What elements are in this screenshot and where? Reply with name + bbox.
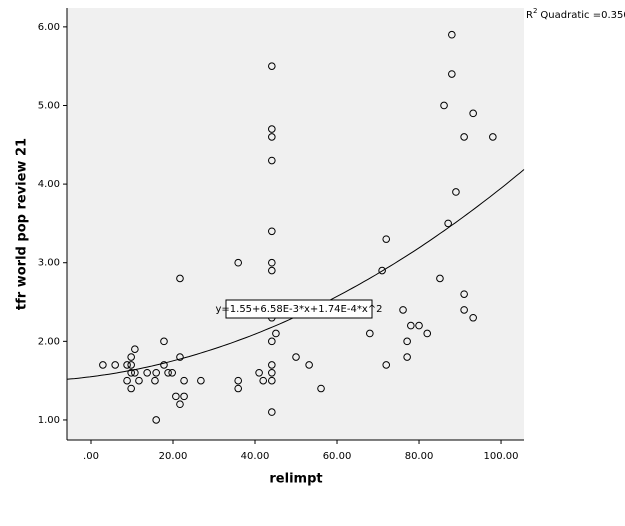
point [127, 353, 135, 361]
point [180, 392, 188, 401]
point [305, 361, 313, 369]
x-tick-label: 80.00 [405, 451, 434, 462]
point [317, 384, 325, 393]
point [127, 368, 135, 377]
point [268, 376, 276, 385]
point [127, 384, 135, 393]
point [123, 361, 131, 369]
point [268, 337, 276, 346]
point [234, 258, 242, 267]
point [452, 188, 460, 196]
point [127, 361, 135, 369]
point [407, 321, 415, 330]
point [272, 329, 280, 338]
y-tick-label: 6.00 [38, 22, 60, 33]
point [382, 235, 391, 243]
plot-area [67, 8, 524, 440]
point [259, 376, 268, 385]
point [268, 258, 276, 267]
point [268, 62, 276, 70]
point [268, 125, 276, 133]
point [469, 313, 477, 322]
point [268, 266, 276, 275]
point [403, 337, 411, 346]
point [176, 353, 184, 361]
y-tick-label: 3.00 [38, 258, 60, 269]
point [160, 337, 168, 346]
point [99, 361, 107, 369]
x-tick-label: 100.00 [484, 451, 519, 462]
point [268, 156, 276, 165]
r2-sup: 2 [533, 7, 537, 15]
r2-symbol: R [526, 10, 533, 21]
point [135, 376, 143, 385]
point [268, 368, 276, 377]
point [423, 329, 432, 338]
point [469, 109, 477, 118]
point [489, 133, 497, 141]
point [131, 368, 139, 377]
y-tick-label: 2.00 [38, 336, 60, 347]
point [403, 353, 411, 361]
point [292, 353, 300, 361]
point [143, 368, 151, 377]
point [268, 361, 276, 369]
point [176, 274, 184, 283]
r-squared: R2 Quadratic =0.350 [526, 7, 625, 21]
point [131, 345, 139, 353]
equation: y=1.55+6.58E-3*x+1.74E-4*x^2 [215, 304, 382, 315]
x-tick-label: 60.00 [323, 451, 352, 462]
point [448, 70, 456, 78]
r2-text: Quadratic =0.350 [540, 10, 625, 21]
point [255, 368, 263, 377]
point [151, 376, 159, 385]
y-tick-label: 5.00 [38, 100, 60, 111]
point [440, 101, 448, 110]
point [460, 290, 468, 298]
point [444, 219, 452, 228]
x-tick-label: 40.00 [241, 451, 270, 462]
point [460, 133, 468, 141]
x-axis-title: relimpt [269, 472, 322, 487]
point [448, 30, 456, 39]
point [268, 227, 276, 236]
point [123, 376, 131, 385]
point [366, 329, 374, 338]
point [382, 361, 391, 369]
point [436, 274, 444, 283]
point [164, 368, 172, 377]
y-tick-label: 4.00 [38, 179, 60, 190]
y-tick-label: 1.00 [38, 415, 60, 426]
point [197, 376, 205, 385]
point [460, 306, 468, 314]
x-tick-label: .00 [83, 451, 99, 462]
point [268, 133, 276, 141]
point [160, 361, 168, 369]
point [234, 384, 242, 393]
point [168, 368, 176, 377]
point [152, 368, 160, 377]
point [268, 408, 276, 416]
point [111, 361, 119, 369]
equation-box [225, 299, 373, 319]
y-axis-title: tfr world pop review 21 [15, 138, 30, 310]
point [180, 376, 188, 385]
point [415, 321, 423, 330]
point [399, 306, 407, 314]
point [378, 266, 386, 275]
x-tick-label: 20.00 [159, 451, 188, 462]
point [152, 416, 160, 424]
point [234, 376, 242, 385]
point [176, 400, 184, 409]
point [172, 392, 180, 401]
